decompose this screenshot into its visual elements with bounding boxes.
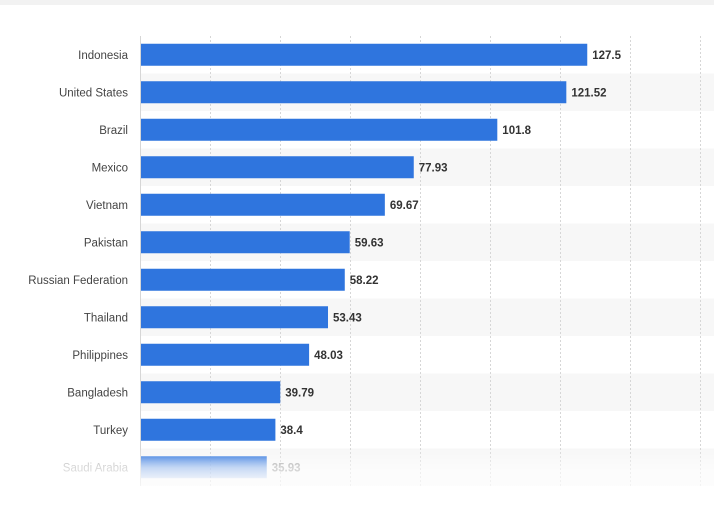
bar[interactable] (141, 156, 414, 179)
data-label: 69.67 (390, 200, 419, 212)
category-label: Philippines (72, 350, 128, 362)
bar[interactable] (141, 81, 567, 104)
bar[interactable] (141, 231, 350, 254)
data-label: 101.8 (502, 125, 531, 137)
data-label: 53.43 (333, 312, 362, 324)
data-label: 121.52 (571, 87, 606, 99)
category-label: United States (59, 87, 128, 99)
category-label: Thailand (84, 312, 128, 324)
category-label: Russian Federation (28, 275, 128, 287)
bar[interactable] (141, 268, 345, 291)
data-label: 38.4 (280, 425, 303, 437)
data-label: 59.63 (355, 237, 384, 249)
gridlines (140, 36, 701, 486)
data-label: 127.5 (592, 50, 621, 62)
bar[interactable] (141, 456, 267, 479)
bar[interactable] (141, 418, 276, 441)
bar[interactable] (141, 381, 281, 404)
category-label: Turkey (93, 425, 128, 437)
top-strip (0, 0, 714, 5)
category-label: Saudi Arabia (63, 462, 129, 474)
bar[interactable] (141, 343, 310, 366)
category-label: Pakistan (84, 237, 128, 249)
category-label: Bangladesh (67, 387, 128, 399)
category-labels: Indonesia United States Brazil Mexico Vietna… (28, 50, 128, 475)
bars (141, 43, 588, 479)
category-label: Mexico (92, 162, 128, 174)
category-label: Vietnam (86, 200, 128, 212)
category-label: Indonesia (78, 50, 128, 62)
bar[interactable] (141, 193, 385, 216)
category-label: Brazil (99, 125, 128, 137)
data-label: 58.22 (350, 275, 379, 287)
data-label: 77.93 (419, 162, 448, 174)
bar[interactable] (141, 43, 588, 66)
data-label: 39.79 (285, 387, 314, 399)
bar[interactable] (141, 306, 329, 329)
bar[interactable] (141, 118, 498, 141)
data-label: 48.03 (314, 350, 343, 362)
data-label: 35.93 (272, 462, 301, 474)
